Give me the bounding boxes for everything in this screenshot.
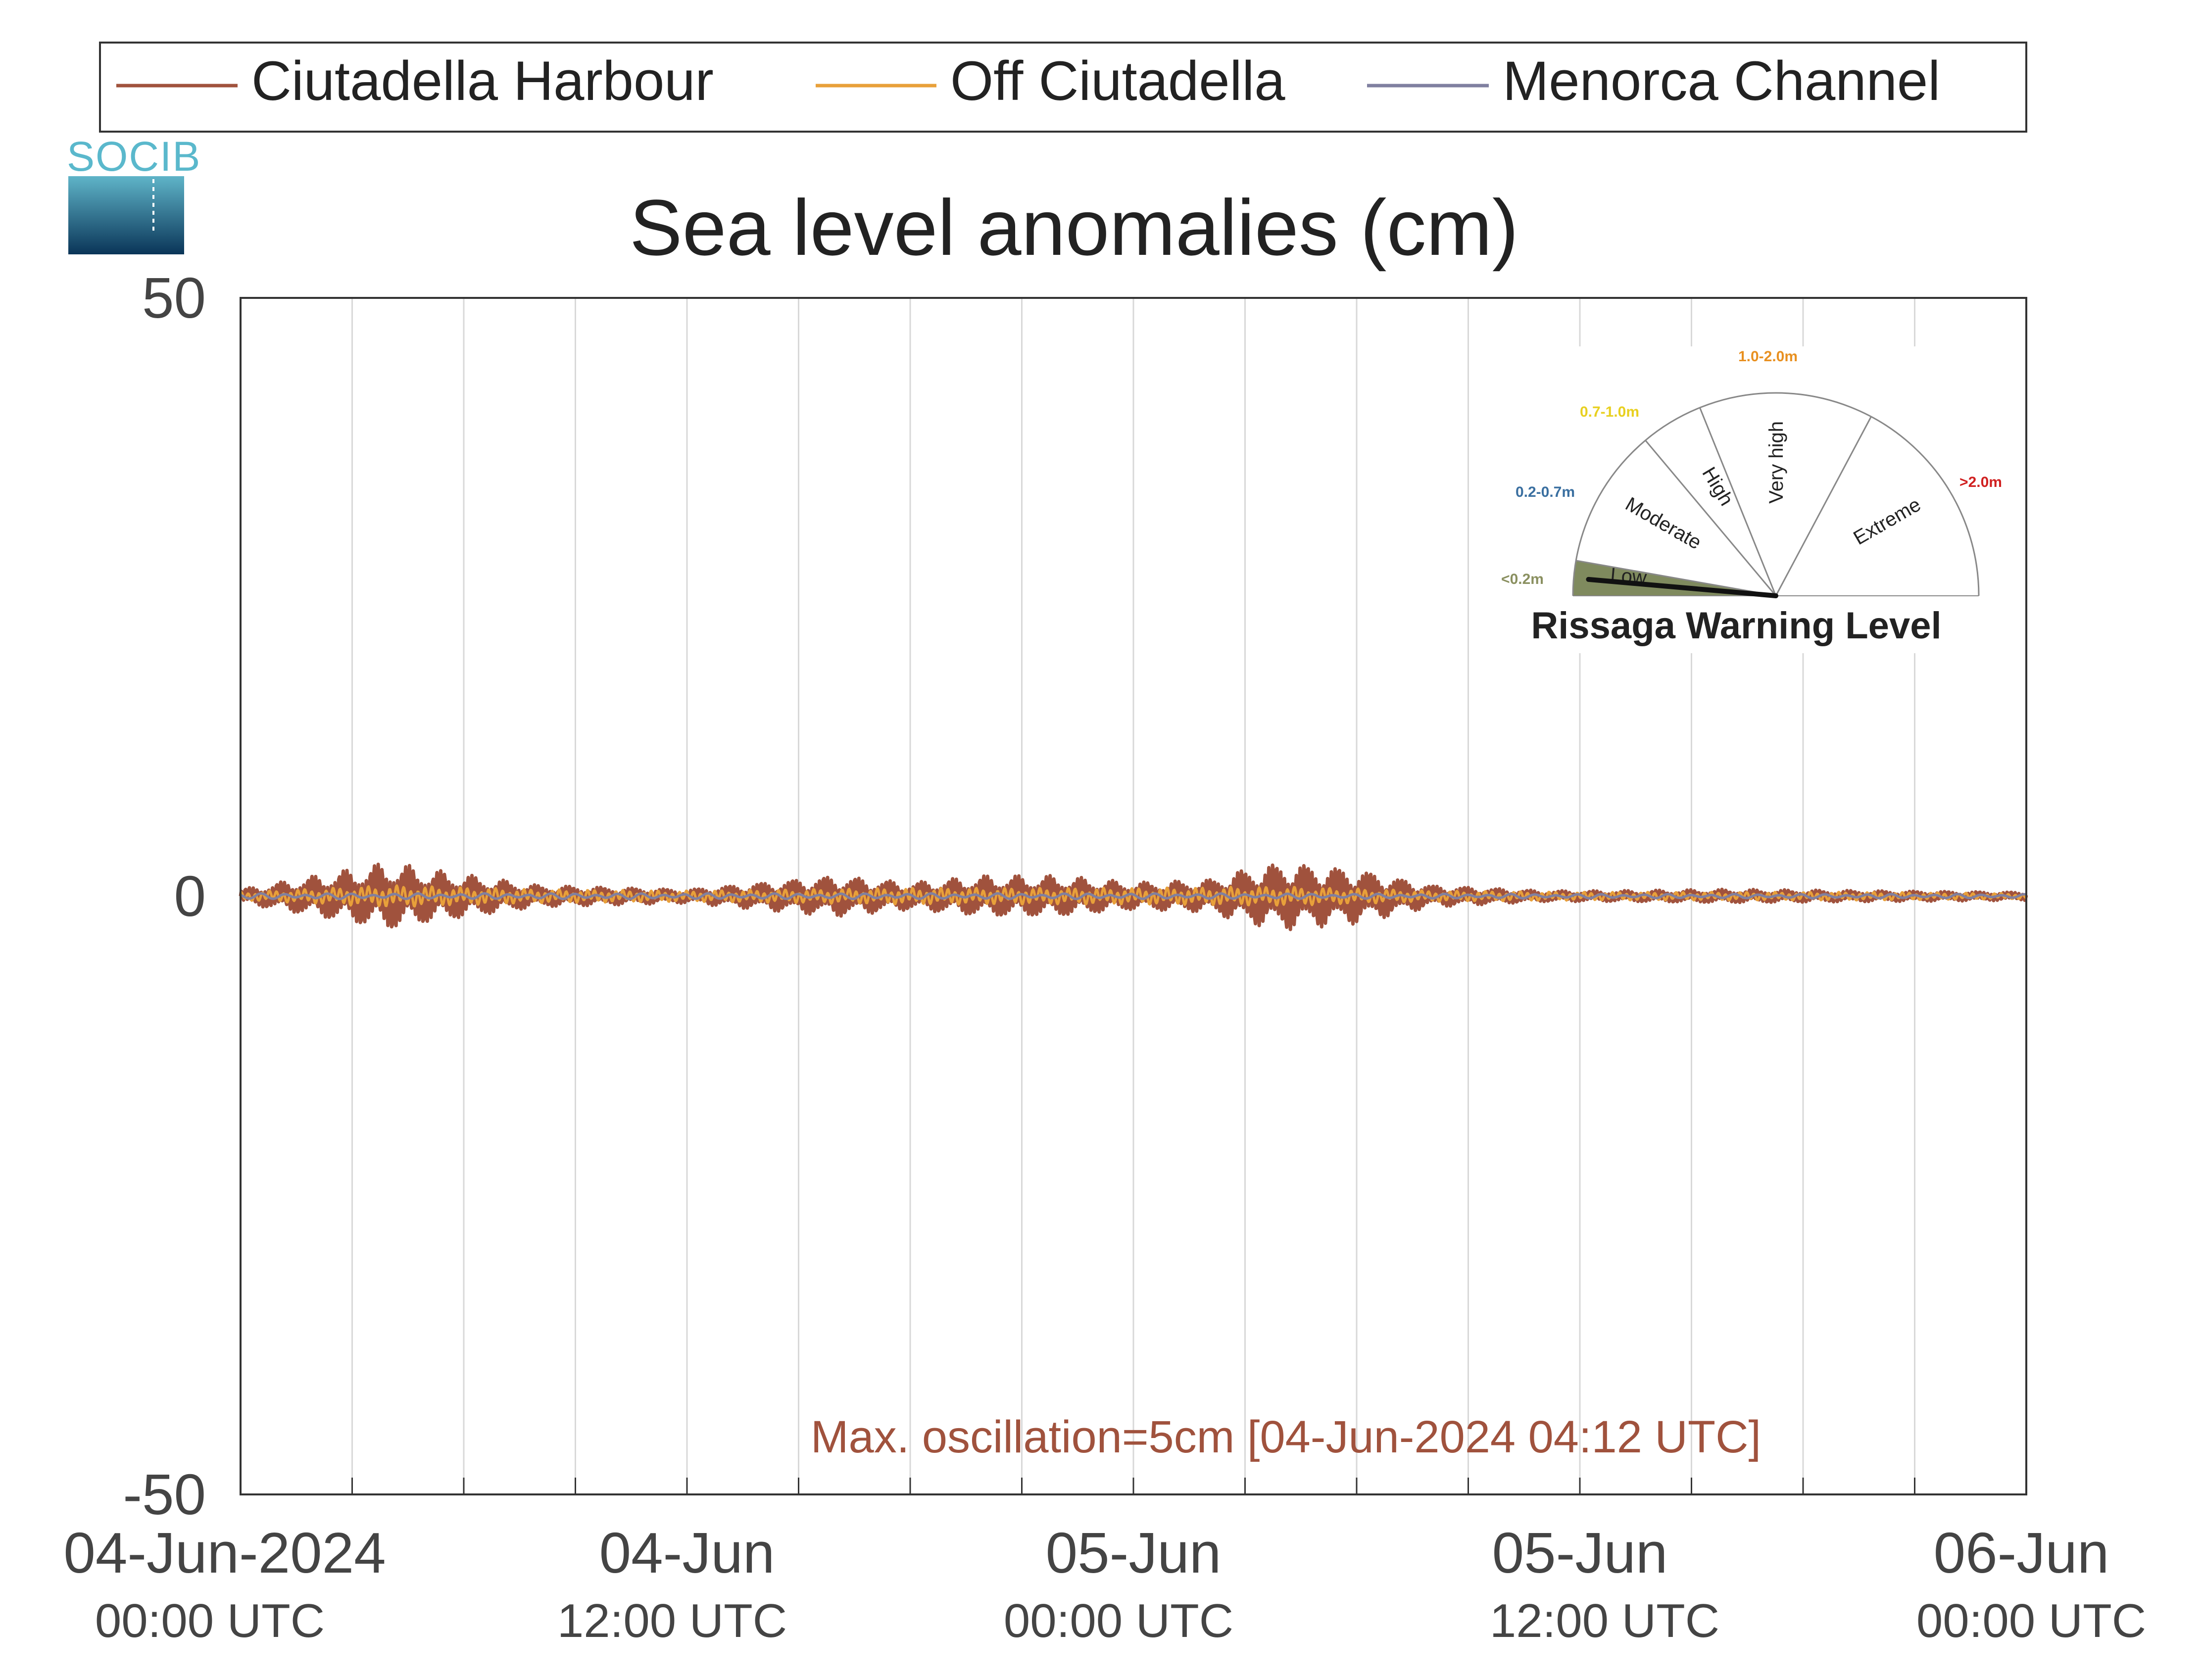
x-tick-date-label: 05-Jun <box>1492 1521 1668 1585</box>
x-tick-date-label: 04-Jun <box>599 1521 775 1585</box>
gauge-title: Rissaga Warning Level <box>1531 605 1941 647</box>
legend-frame <box>99 42 2027 133</box>
gauge-background <box>1495 346 2024 653</box>
x-tick-date-label: 06-Jun <box>1934 1521 2109 1585</box>
legend: Ciutadella Harbour Off Ciutadella Menorc… <box>99 42 2027 133</box>
chart-title: Sea level anomalies (cm) <box>630 183 1518 272</box>
legend-label-0: Ciutadella Harbour <box>251 50 714 112</box>
gauge-range-label: 1.0-2.0m <box>1738 348 1798 365</box>
socib-logo: SOCIB <box>67 133 201 254</box>
max-oscillation-annotation: Max. oscillation=5cm [04-Jun-2024 04:12 … <box>811 1412 1761 1462</box>
series-lines <box>239 863 2028 931</box>
x-tick-time-label: 00:00 UTC <box>95 1594 325 1647</box>
gauge-divider <box>1775 416 1872 596</box>
gauge-range-label: <0.2m <box>1501 571 1544 587</box>
y-tick-label: 0 <box>174 864 206 928</box>
gauge-arc <box>1572 392 1980 596</box>
series-line-2 <box>240 892 2027 901</box>
gauge-range-label: 0.2-0.7m <box>1516 484 1575 500</box>
x-tick-time-label: 12:00 UTC <box>1490 1594 1719 1647</box>
gauge-divider <box>1699 407 1777 596</box>
gauge-range-label: 0.7-1.0m <box>1580 404 1639 420</box>
axis-ticks <box>351 1478 1915 1494</box>
legend-label-1: Off Ciutadella <box>950 50 1285 112</box>
socib-logo-text: SOCIB <box>67 133 201 180</box>
x-tick-date-label: 05-Jun <box>1046 1521 1222 1585</box>
x-tick-time-label: 12:00 UTC <box>557 1594 787 1647</box>
series-line-1 <box>240 884 2027 908</box>
gauge-range-label: >2.0m <box>1959 474 2002 490</box>
x-tick-time-label: 00:00 UTC <box>1916 1594 2146 1647</box>
gauge-level-name: Very high <box>1765 421 1787 504</box>
gauge-divider <box>1575 560 1776 597</box>
socib-logo-block <box>68 176 184 254</box>
x-tick-date-label: 04-Jun-2024 <box>63 1521 386 1585</box>
y-tick-label: 50 <box>142 266 206 330</box>
y-tick-label: -50 <box>123 1462 206 1527</box>
legend-label-2: Menorca Channel <box>1503 50 1940 112</box>
gauge-divider <box>1645 439 1777 596</box>
x-tick-time-label: 00:00 UTC <box>1004 1594 1233 1647</box>
gauge-needle <box>1586 576 1778 598</box>
